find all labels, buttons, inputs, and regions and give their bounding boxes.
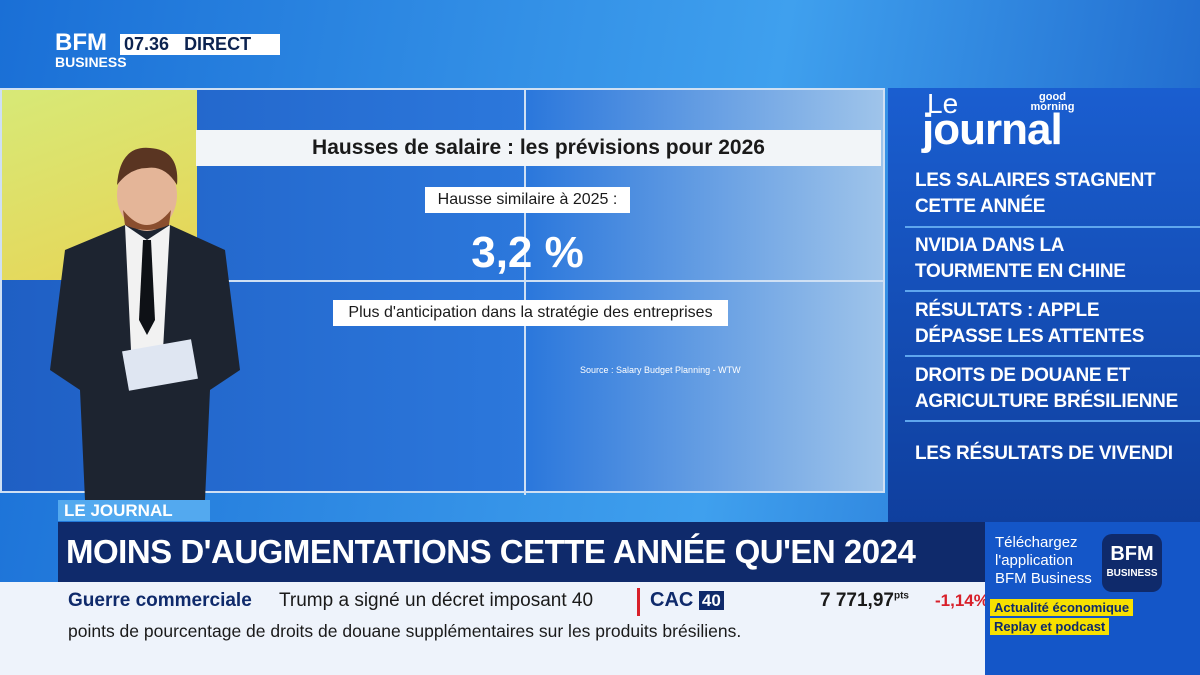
wall-seam [197,280,885,282]
screen-figure: 3,2 % [471,228,584,277]
index-unit: pts [893,590,909,602]
separator [905,355,1200,357]
separator [905,290,1200,292]
wall-seam [524,90,526,495]
screen-source: Source : Salary Budget Planning - WTW [580,365,741,375]
divider [637,588,640,616]
journal-item: LES RÉSULTATS DE VIVENDI [915,443,1173,464]
journal-panel [888,88,1200,523]
ticker [0,582,985,675]
time: 07.36 [124,34,170,54]
separator [905,226,1200,228]
market-value: 7 771,97pts [820,590,909,612]
journal-item: RÉSULTATS : APPLE DÉPASSE LES ATTENTES [915,300,1145,347]
journal-item: DROITS DE DOUANE ET AGRICULTURE BRÉSILIE… [915,365,1178,412]
promo-logo: BFM BUSINESS [1102,534,1162,592]
screen-note: Plus d'anticipation dans la stratégie de… [333,300,728,326]
screen-label: Hausse similaire à 2025 : [425,187,630,213]
panel-journal: journal [922,105,1063,154]
journal-item: LES SALAIRES STAGNENT CETTE ANNÉE [915,170,1156,217]
logo: BFM BUSINESS [55,29,127,71]
index-num: 40 [698,591,724,610]
promo-text: Téléchargez l'application BFM Business [995,534,1092,587]
promo-logo-bottom: BUSINESS [1106,568,1158,579]
banner-tag: LE JOURNAL [58,500,210,521]
ticker-topic: Guerre commerciale [68,590,252,611]
separator [905,420,1200,422]
ticker-text: Trump a signé un décret imposant 40 [279,590,594,611]
journal-item: NVIDIA DANS LA TOURMENTE EN CHINE [915,235,1126,282]
live: DIRECT [184,34,252,54]
market-index: CAC 40 [650,589,724,612]
promo-logo-top: BFM [1110,543,1154,565]
promo [985,522,1200,675]
logo-top: BFM [55,29,107,56]
logo-bottom: BUSINESS [55,54,127,70]
panel-show: good morning [1030,91,1075,113]
index-change: -1,14% [935,591,989,610]
screen-title: Hausses de salaire : les prévisions pour… [196,130,881,166]
index-value: 7 771,97 [820,590,894,611]
panel-le: Le [927,88,959,119]
ticker-text: points de pourcentage de droits de douan… [68,621,742,641]
presenter [50,147,240,500]
promo-tag: Actualité économique [990,599,1134,616]
headline: MOINS D'AUGMENTATIONS CETTE ANNÉE QU'EN … [58,522,985,582]
index-name: CAC [650,589,694,611]
time-box: 07.36 DIRECT [120,34,280,55]
promo-tag: Replay et podcast [990,618,1110,635]
